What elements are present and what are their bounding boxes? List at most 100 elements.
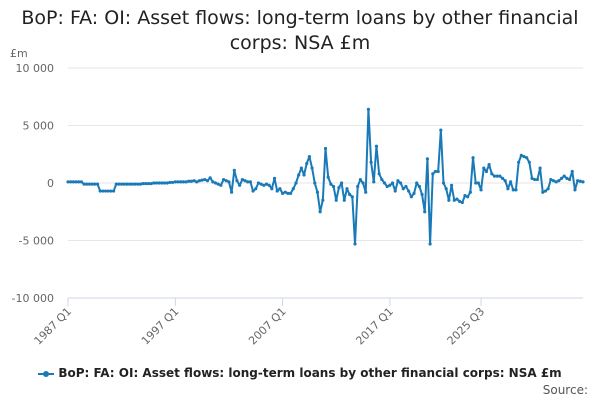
- data-point: [506, 187, 510, 191]
- source-label: Source:: [542, 383, 588, 397]
- data-point: [283, 190, 287, 194]
- data-point: [525, 156, 529, 160]
- data-point: [329, 182, 333, 186]
- data-point: [382, 181, 387, 185]
- data-point: [390, 181, 395, 185]
- data-point: [264, 182, 269, 186]
- data-point: [79, 180, 84, 184]
- data-point: [549, 177, 553, 182]
- data-point: [463, 194, 467, 198]
- data-point: [482, 166, 486, 170]
- data-point: [230, 190, 234, 194]
- data-point: [227, 180, 231, 184]
- data-point: [377, 172, 381, 176]
- data-point: [350, 195, 354, 199]
- data-point: [294, 181, 298, 185]
- data-point: [248, 180, 252, 184]
- data-point: [305, 161, 309, 166]
- y-tick-label: -10 000: [12, 292, 54, 305]
- data-point: [557, 179, 561, 183]
- data-point: [466, 195, 470, 199]
- data-point: [498, 174, 502, 178]
- data-point: [530, 176, 534, 180]
- x-tick-label: 1997 Q1: [139, 305, 182, 348]
- data-point: [447, 198, 451, 202]
- data-point: [508, 180, 513, 184]
- data-point: [441, 181, 446, 185]
- data-point: [514, 188, 518, 192]
- data-point: [168, 180, 172, 185]
- data-point: [527, 160, 531, 164]
- data-point: [141, 181, 145, 186]
- data-point: [417, 184, 421, 189]
- data-point: [154, 181, 159, 185]
- data-point: [342, 198, 346, 202]
- data-point: [240, 177, 244, 182]
- data-point: [423, 210, 427, 214]
- data-point: [573, 188, 577, 192]
- data-point: [146, 181, 151, 186]
- data-point: [179, 180, 183, 184]
- data-point: [393, 189, 397, 193]
- data-point: [559, 176, 564, 180]
- data-point: [291, 187, 295, 191]
- data-point: [401, 187, 405, 191]
- data-point: [165, 181, 169, 185]
- chart-title-line-2: corps: NSA £m: [229, 32, 371, 54]
- data-point: [455, 197, 459, 201]
- data-point: [533, 177, 537, 182]
- legend-label: BoP: FA: OI: Asset flows: long-term loan…: [58, 366, 562, 380]
- data-point: [272, 176, 277, 180]
- data-point: [581, 180, 585, 184]
- data-point: [503, 179, 507, 183]
- data-point: [235, 179, 239, 183]
- data-point: [122, 182, 126, 186]
- data-point: [224, 179, 228, 183]
- data-point: [221, 177, 226, 182]
- data-point: [519, 153, 523, 157]
- data-point: [460, 200, 464, 205]
- series-line: [68, 108, 584, 245]
- data-point: [219, 183, 223, 187]
- data-point: [232, 168, 236, 172]
- data-point: [192, 179, 196, 183]
- y-axis-label: £m: [10, 47, 28, 60]
- data-point: [444, 187, 448, 191]
- data-point: [474, 181, 478, 185]
- data-point: [144, 181, 148, 186]
- data-point: [404, 184, 408, 189]
- data-point: [125, 182, 129, 186]
- data-point: [380, 177, 384, 182]
- data-point: [348, 192, 352, 197]
- data-point: [173, 180, 177, 184]
- data-point: [270, 187, 274, 191]
- data-point: [246, 180, 250, 184]
- x-axis: 1987 Q1 1997 Q1 2007 Q1 2017 Q1 2025 Q3: [32, 297, 583, 348]
- data-point: [181, 180, 185, 184]
- data-point: [109, 189, 113, 193]
- data-point: [399, 181, 403, 185]
- data-point: [313, 181, 317, 185]
- data-point: [415, 181, 419, 185]
- legend[interactable]: BoP: FA: OI: Asset flows: long-term loan…: [0, 366, 600, 380]
- data-point: [358, 177, 362, 182]
- data-point: [302, 173, 306, 177]
- data-point: [205, 179, 210, 183]
- x-tick-label: 2025 Q3: [445, 305, 488, 348]
- data-point: [535, 177, 540, 182]
- data-point: [541, 190, 545, 194]
- data-point: [331, 184, 336, 189]
- x-tick-label: 1987 Q1: [32, 305, 75, 348]
- data-point: [369, 160, 373, 164]
- data-point: [337, 186, 341, 190]
- data-point: [487, 163, 491, 167]
- data-point: [334, 198, 338, 202]
- data-point: [195, 180, 199, 184]
- data-point: [106, 189, 110, 193]
- data-point: [495, 174, 499, 178]
- data-point: [565, 176, 569, 180]
- data-point: [428, 242, 432, 246]
- data-point: [458, 199, 462, 203]
- data-point: [85, 182, 89, 186]
